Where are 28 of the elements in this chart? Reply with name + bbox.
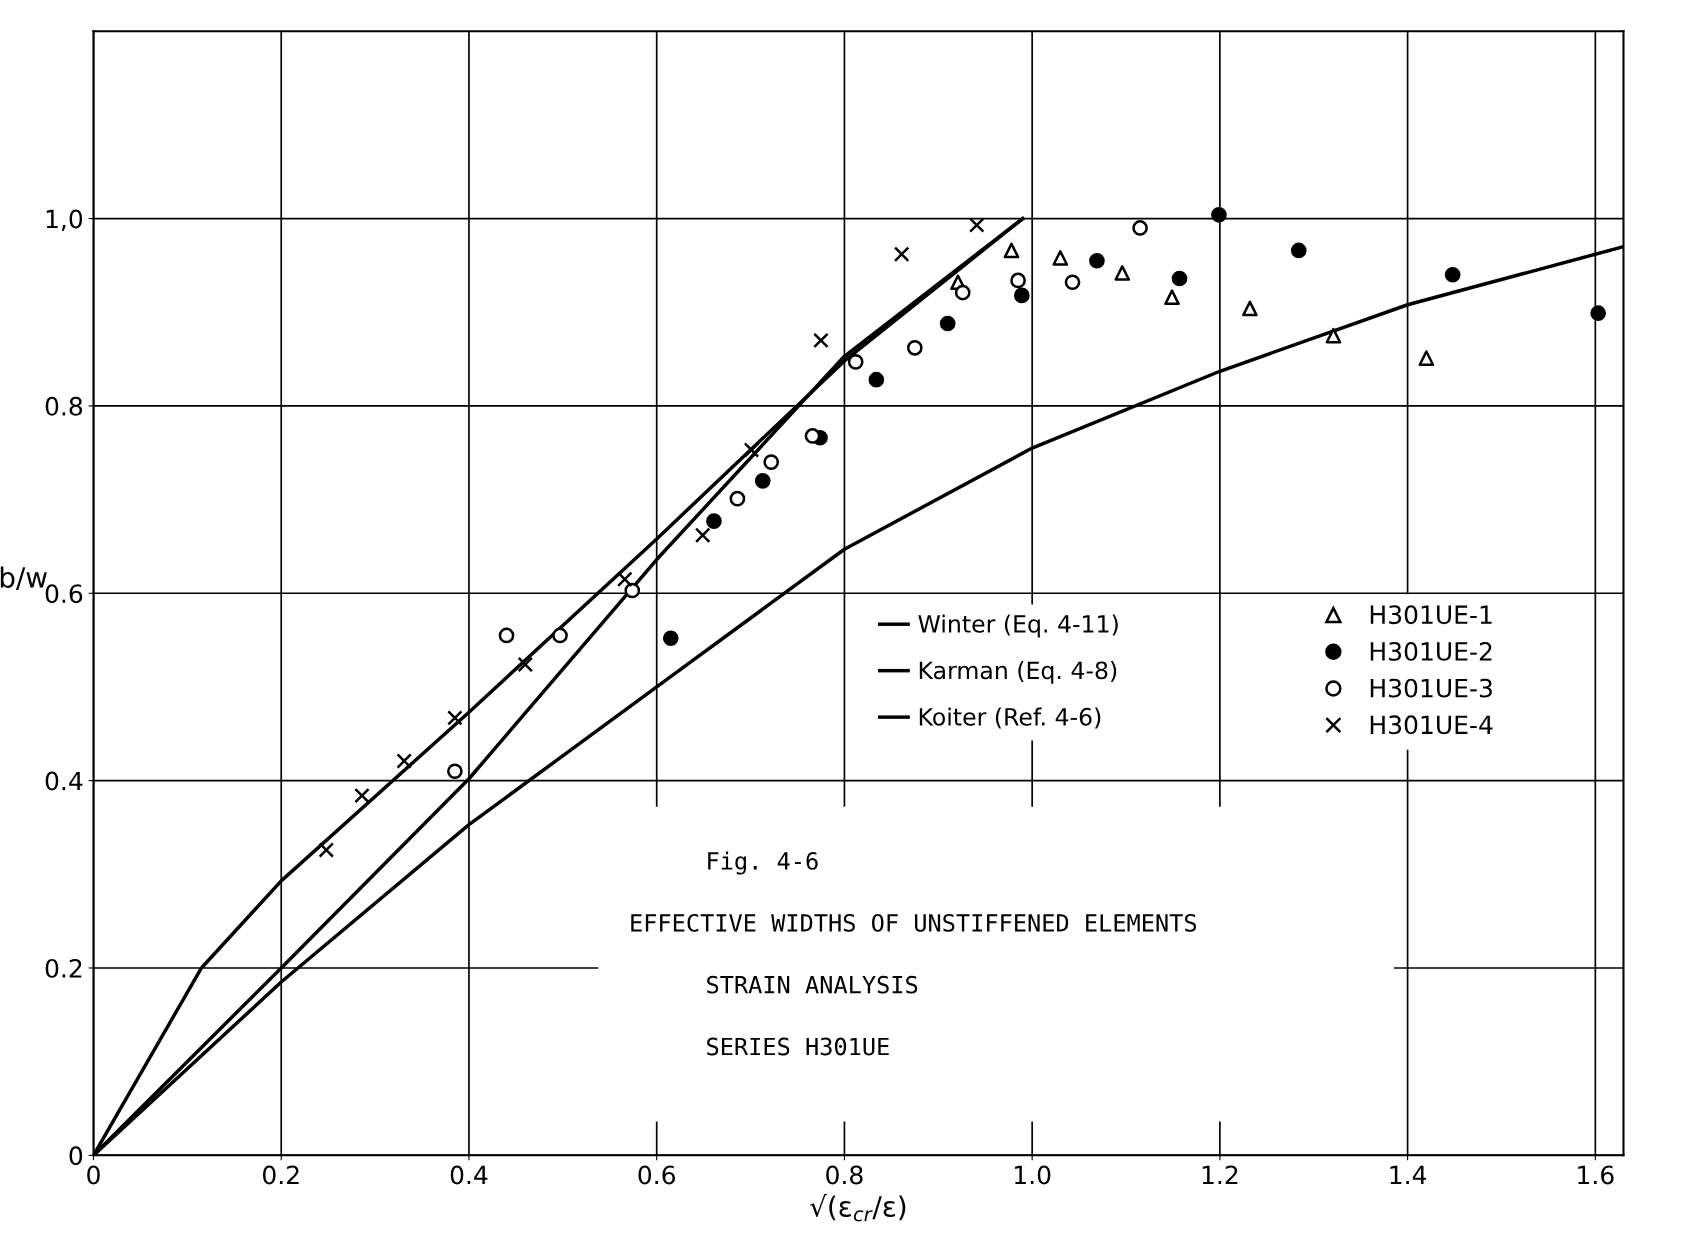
y-tick-label: 0.8 (45, 396, 83, 416)
x-tick-label: 0.4 (450, 1165, 488, 1185)
y-tick-label: 1,0 (46, 209, 83, 231)
legend-label: Winter (Eq. 4-11) (918, 614, 1118, 638)
x-tick-label: 1.6 (1578, 1165, 1614, 1185)
annotation: SERIES H301UE (707, 1037, 889, 1056)
x-tick-label: 1.2 (1202, 1165, 1238, 1185)
y-tick-label: 0.2 (45, 958, 82, 978)
x-tick-label: 0.6 (638, 1165, 675, 1185)
legend-label: H301UE-4 (1370, 715, 1493, 735)
x-axis-title: √(ε$_{cr}$/ε) (810, 1194, 906, 1222)
annotation: EFFECTIVE WIDTHS OF UNSTIFFENED ELEMENTS (631, 913, 1197, 932)
x-tick-label: 1.4 (1390, 1165, 1427, 1185)
y-tick-label: 0.6 (45, 584, 83, 604)
legend-label: H301UE-2 (1370, 641, 1492, 661)
x-tick-label: 0.8 (826, 1165, 863, 1185)
legend-label: Koiter (Ref. 4-6) (919, 707, 1101, 729)
x-tick-label: 0 (87, 1165, 100, 1185)
x-tick-label: 0.2 (263, 1165, 299, 1185)
legend-label: H301UE-1 (1370, 605, 1492, 625)
annotation: Fig. 4-6 (708, 851, 818, 875)
y-axis-title: b/w (0, 566, 47, 591)
y-tick-label: 0.4 (45, 771, 83, 791)
legend-label: H301UE-3 (1370, 678, 1492, 698)
y-tick-label: 0 (69, 1146, 83, 1166)
x-tick-label: 1.0 (1015, 1165, 1051, 1185)
legend-label: Karman (Eq. 4-8) (919, 661, 1117, 684)
annotation: STRAIN ANALYSIS (707, 975, 918, 994)
